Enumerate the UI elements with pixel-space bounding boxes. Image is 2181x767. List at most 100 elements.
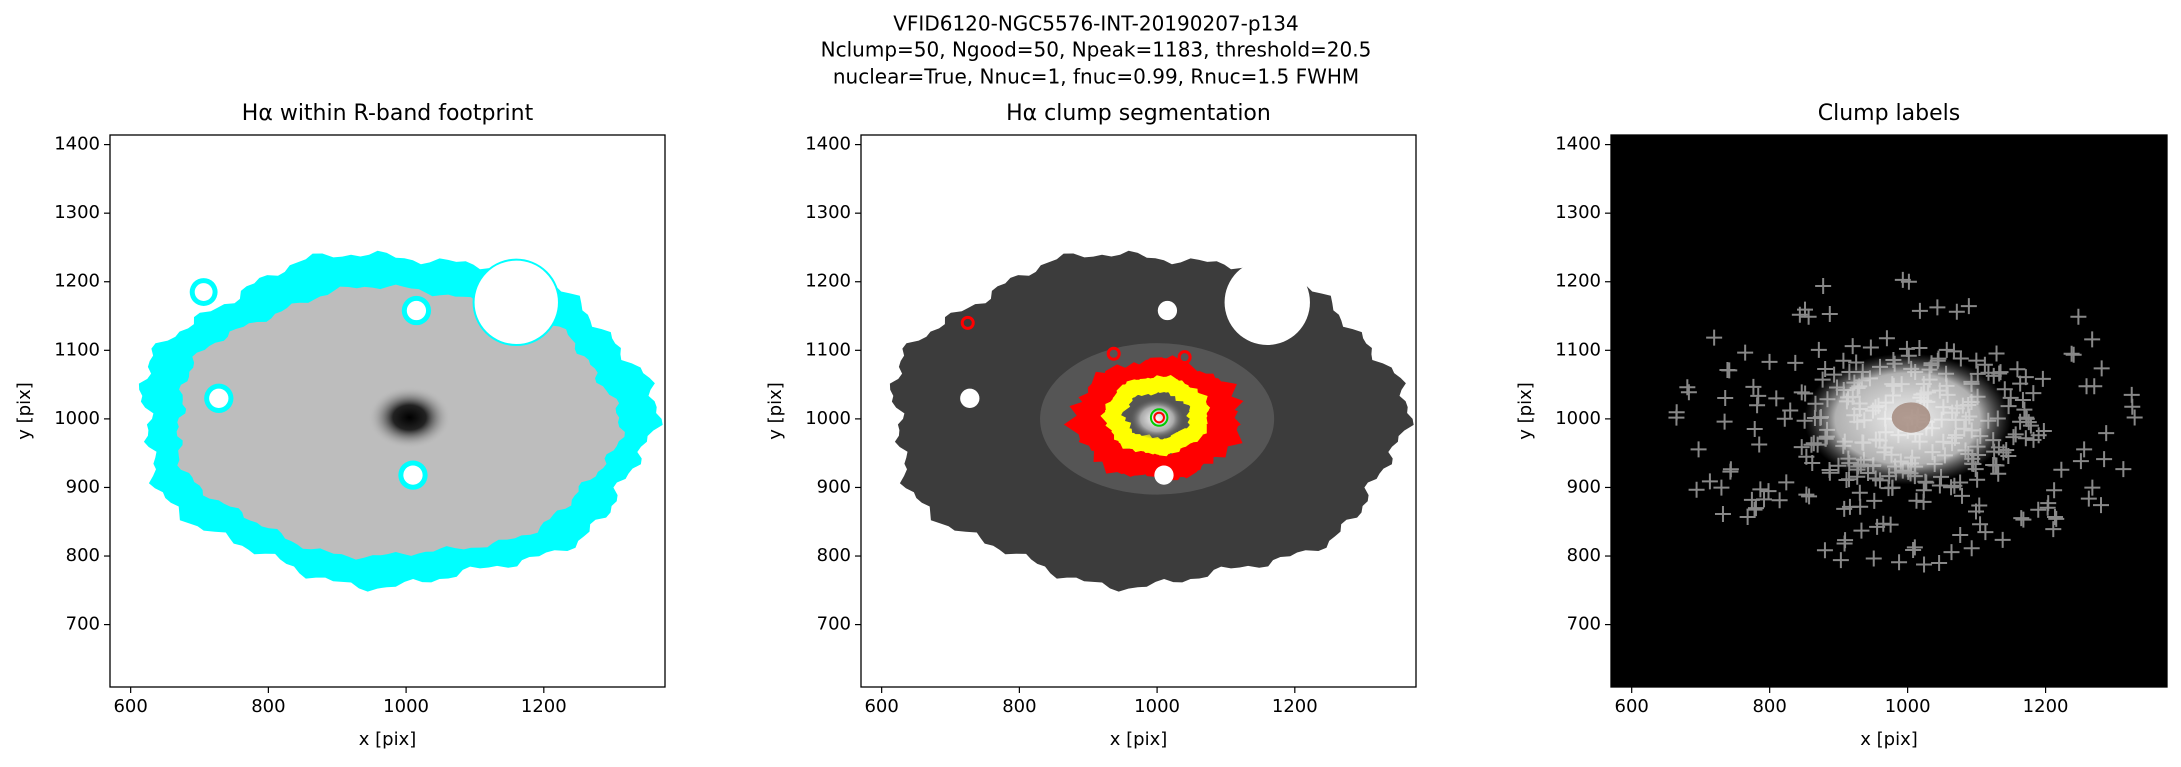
clump-marker xyxy=(1717,390,1734,407)
clump-marker xyxy=(1943,479,1960,496)
clump-marker xyxy=(1853,522,1870,539)
clump-marker xyxy=(1706,329,1723,346)
image-layer xyxy=(138,250,663,592)
y-tick-label: 700 xyxy=(817,614,851,635)
clump-marker xyxy=(2084,331,2101,348)
clump-marker xyxy=(1716,413,1733,430)
clump xyxy=(960,315,975,330)
clump-marker xyxy=(1945,343,1962,360)
clump-marker xyxy=(1746,421,1763,438)
clump-marker xyxy=(2030,501,2047,518)
clump-marker xyxy=(2070,308,2087,325)
suptitle-line: VFID6120-NGC5576-INT-20190207-p134 xyxy=(893,12,1298,36)
clump-marker xyxy=(2080,490,2097,507)
x-tick-label: 1000 xyxy=(1885,696,1931,717)
clump-marker xyxy=(1954,487,1971,504)
mask-hole xyxy=(960,388,980,408)
clump-marker xyxy=(1960,298,1977,315)
clump-marker xyxy=(1679,379,1696,396)
clump-marker xyxy=(2040,495,2057,512)
mask-hole xyxy=(1154,465,1174,485)
y-axis-label: y [pix] xyxy=(14,382,35,440)
clump-marker xyxy=(1801,488,1818,505)
clump-marker xyxy=(1690,441,1707,458)
x-tick-label: 1200 xyxy=(2023,696,2069,717)
axes-title: Clump labels xyxy=(1818,101,1960,126)
clump-marker xyxy=(1968,352,1985,369)
clump-marker xyxy=(1771,492,1788,509)
clump-marker xyxy=(1931,554,1948,571)
clump-marker xyxy=(2046,482,2063,499)
clump-marker xyxy=(1976,356,1993,373)
clump-marker xyxy=(1990,465,2007,482)
clump-marker xyxy=(2065,346,2082,363)
clump-marker xyxy=(1746,501,1763,518)
clump-marker xyxy=(1862,339,1879,356)
clump-marker xyxy=(1701,473,1718,490)
clump-marker xyxy=(1768,390,1785,407)
y-tick-label: 1200 xyxy=(54,271,100,292)
y-tick-label: 1100 xyxy=(1555,339,1601,360)
clump-marker xyxy=(1905,542,1922,559)
star-mask xyxy=(1224,259,1310,346)
clump-ring xyxy=(1063,355,1244,481)
clump-marker xyxy=(2009,361,2026,378)
y-tick-label: 800 xyxy=(66,545,100,566)
clump-marker xyxy=(1852,498,1869,515)
clump-marker xyxy=(2072,453,2089,470)
clump-marker xyxy=(1721,362,1738,379)
clump-marker xyxy=(2022,417,2039,434)
clump-marker xyxy=(2016,401,2033,418)
mask-hole xyxy=(406,300,427,321)
clump-marker xyxy=(2017,430,2034,447)
clump-marker xyxy=(1916,556,1933,573)
clump-marker xyxy=(1821,462,1838,479)
clump-marker xyxy=(1963,540,1980,557)
y-tick-label: 900 xyxy=(817,476,851,497)
clump-marker xyxy=(1969,471,1986,488)
axes-frame xyxy=(109,134,666,688)
clump-marker xyxy=(2045,521,2062,538)
y-tick-label: 1400 xyxy=(1555,134,1601,155)
clump-marker xyxy=(2035,423,2052,440)
clump-marker xyxy=(2005,429,2022,446)
clump-marker xyxy=(1988,345,2005,362)
clump-marker xyxy=(1908,492,1925,509)
x-tick-label: 800 xyxy=(1752,696,1786,717)
clump-marker xyxy=(1929,299,1946,316)
x-axis-label: x [pix] xyxy=(1860,729,1918,750)
y-tick-label: 700 xyxy=(66,614,100,635)
clump-marker xyxy=(1776,410,1793,427)
y-axis-label: y [pix] xyxy=(1515,382,1536,440)
image-layer xyxy=(889,250,1414,592)
clump-marker xyxy=(1782,402,1799,419)
clump-marker xyxy=(1977,524,1994,541)
clump-marker xyxy=(2115,461,2132,478)
nuclear-clump xyxy=(1153,411,1165,424)
clump-marker xyxy=(1815,277,1832,294)
clump-marker xyxy=(1800,308,1817,325)
y-tick-label: 1200 xyxy=(805,271,851,292)
y-tick-label: 700 xyxy=(1567,614,1601,635)
clump-marker xyxy=(1967,503,1984,520)
clump-marker xyxy=(1745,378,1762,395)
x-tick-label: 1000 xyxy=(383,696,429,717)
clump-marker xyxy=(2063,345,2080,362)
clump-marker xyxy=(1841,471,1858,488)
clump-marker xyxy=(1836,535,1853,552)
y-tick-label: 1400 xyxy=(54,134,100,155)
clump-marker xyxy=(1760,483,1777,500)
clump-marker xyxy=(1714,505,1731,522)
clump-marker xyxy=(1797,301,1814,318)
clump-marker xyxy=(1749,397,1766,414)
clump-marker xyxy=(1878,330,1895,347)
center-glow xyxy=(1129,398,1185,440)
clump-marker xyxy=(1821,305,1838,322)
y-tick-label: 900 xyxy=(66,476,100,497)
mask-hole xyxy=(945,283,964,301)
y-tick-label: 800 xyxy=(817,545,851,566)
x-tick-label: 1200 xyxy=(1272,696,1318,717)
mask-hole xyxy=(403,465,423,485)
y-tick-label: 1200 xyxy=(1555,271,1601,292)
clump-marker xyxy=(1946,477,1963,494)
